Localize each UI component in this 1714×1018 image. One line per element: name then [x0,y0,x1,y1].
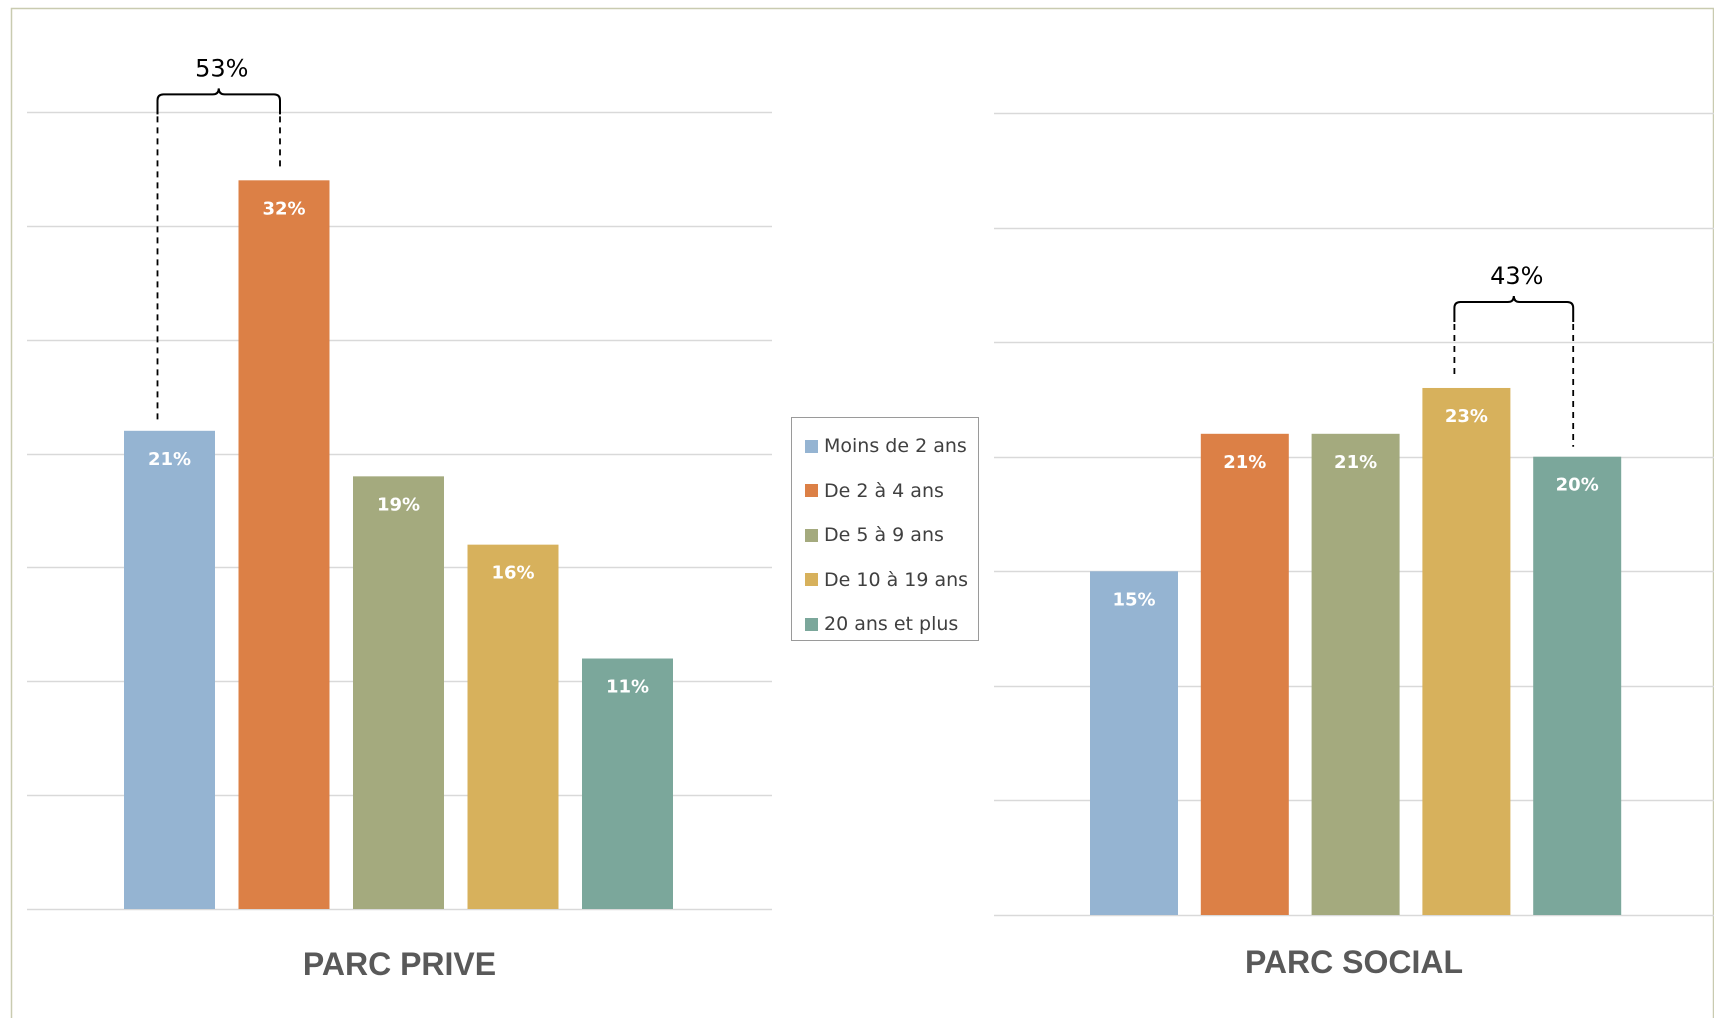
data-label-parc-prive: 32% [262,198,305,219]
bar-parc-social [1090,571,1178,915]
legend-label: De 5 à 9 ans [824,524,944,547]
legend-swatch [805,573,818,587]
legend-label: De 2 à 4 ans [824,479,944,502]
chart-title-parc-prive: PARC PRIVE [302,946,497,982]
data-label-parc-social: 21% [1223,452,1266,473]
data-label-parc-prive: 11% [606,677,649,698]
bar-parc-social [1311,433,1400,915]
data-label-parc-social: 20% [1556,475,1599,496]
bar-parc-prive [582,658,673,909]
data-label-parc-social: 15% [1112,589,1155,610]
brace-parc-social [1453,295,1575,322]
bar-parc-social [1200,433,1289,915]
annotation-label-parc-prive: 53% [195,54,248,82]
legend-swatch [805,484,818,498]
legend-label: 20 ans et plus [824,613,959,636]
brace-parc-prive [156,88,281,115]
legend-item-1: De 2 à 4 ans [792,469,978,514]
data-label-parc-prive: 21% [148,449,191,470]
legend: Moins de 2 ans De 2 à 4 ans De 5 à 9 ans… [791,417,979,641]
bar-parc-social [1533,456,1622,915]
data-label-parc-prive: 16% [491,563,534,584]
bar-parc-prive [124,430,215,909]
legend-swatch [805,439,818,453]
legend-item-0: Moins de 2 ans [792,424,978,469]
bar-parc-social [1422,387,1511,915]
legend-label: De 10 à 19 ans [824,568,969,591]
legend-item-3: De 10 à 19 ans [792,558,978,603]
annotation-label-parc-social: 43% [1490,262,1543,290]
bar-parc-prive [467,544,559,909]
chart-title-parc-social: PARC SOCIAL [1244,944,1464,980]
legend-swatch [805,617,818,631]
data-label-parc-social: 23% [1445,406,1488,427]
legend-item-2: De 5 à 9 ans [792,513,978,558]
legend-item-4: 20 ans et plus [792,602,978,647]
data-label-parc-prive: 19% [377,494,420,515]
bar-parc-prive [238,180,330,910]
data-label-parc-social: 21% [1334,452,1377,473]
bar-parc-prive [353,476,444,909]
legend-swatch [805,528,818,542]
legend-label: Moins de 2 ans [824,435,967,458]
